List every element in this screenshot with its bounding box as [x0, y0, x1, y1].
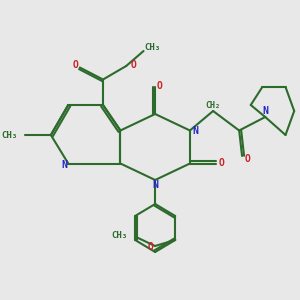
Text: N: N: [262, 106, 268, 116]
Text: O: O: [73, 59, 78, 70]
Text: CH₃: CH₃: [111, 231, 128, 240]
Text: N: N: [61, 160, 67, 170]
Text: O: O: [130, 59, 136, 70]
Text: O: O: [148, 242, 154, 253]
Text: CH₃: CH₃: [144, 44, 160, 52]
Text: O: O: [245, 154, 251, 164]
Text: CH₃: CH₃: [2, 130, 18, 140]
Text: CH₂: CH₂: [206, 101, 220, 110]
Text: O: O: [219, 158, 225, 169]
Text: N: N: [193, 125, 199, 136]
Text: O: O: [157, 80, 162, 91]
Text: N: N: [152, 179, 158, 190]
